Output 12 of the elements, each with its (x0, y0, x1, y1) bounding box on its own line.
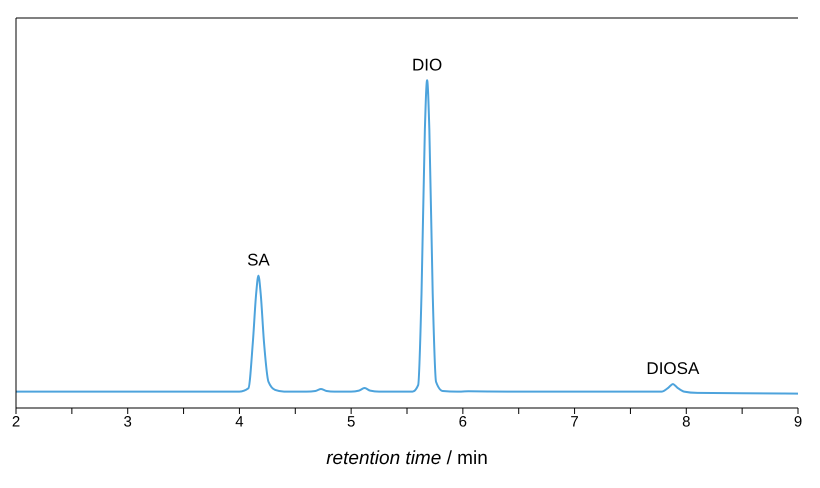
x-tick-label: 3 (124, 414, 132, 431)
x-tick-label: 8 (682, 414, 690, 431)
x-tick-label: 7 (570, 414, 579, 431)
x-tick-label: 4 (235, 414, 244, 431)
x-tick-label: 2 (12, 414, 20, 431)
x-tick-label: 9 (794, 414, 802, 431)
annotation: DIOSA (646, 359, 700, 378)
x-tick-label: 5 (346, 414, 356, 431)
annotation: DIO (412, 55, 442, 74)
x-axis-title: retention time / min (326, 448, 488, 469)
annotation: SA (247, 250, 270, 270)
x-tick-label: 6 (458, 414, 468, 431)
